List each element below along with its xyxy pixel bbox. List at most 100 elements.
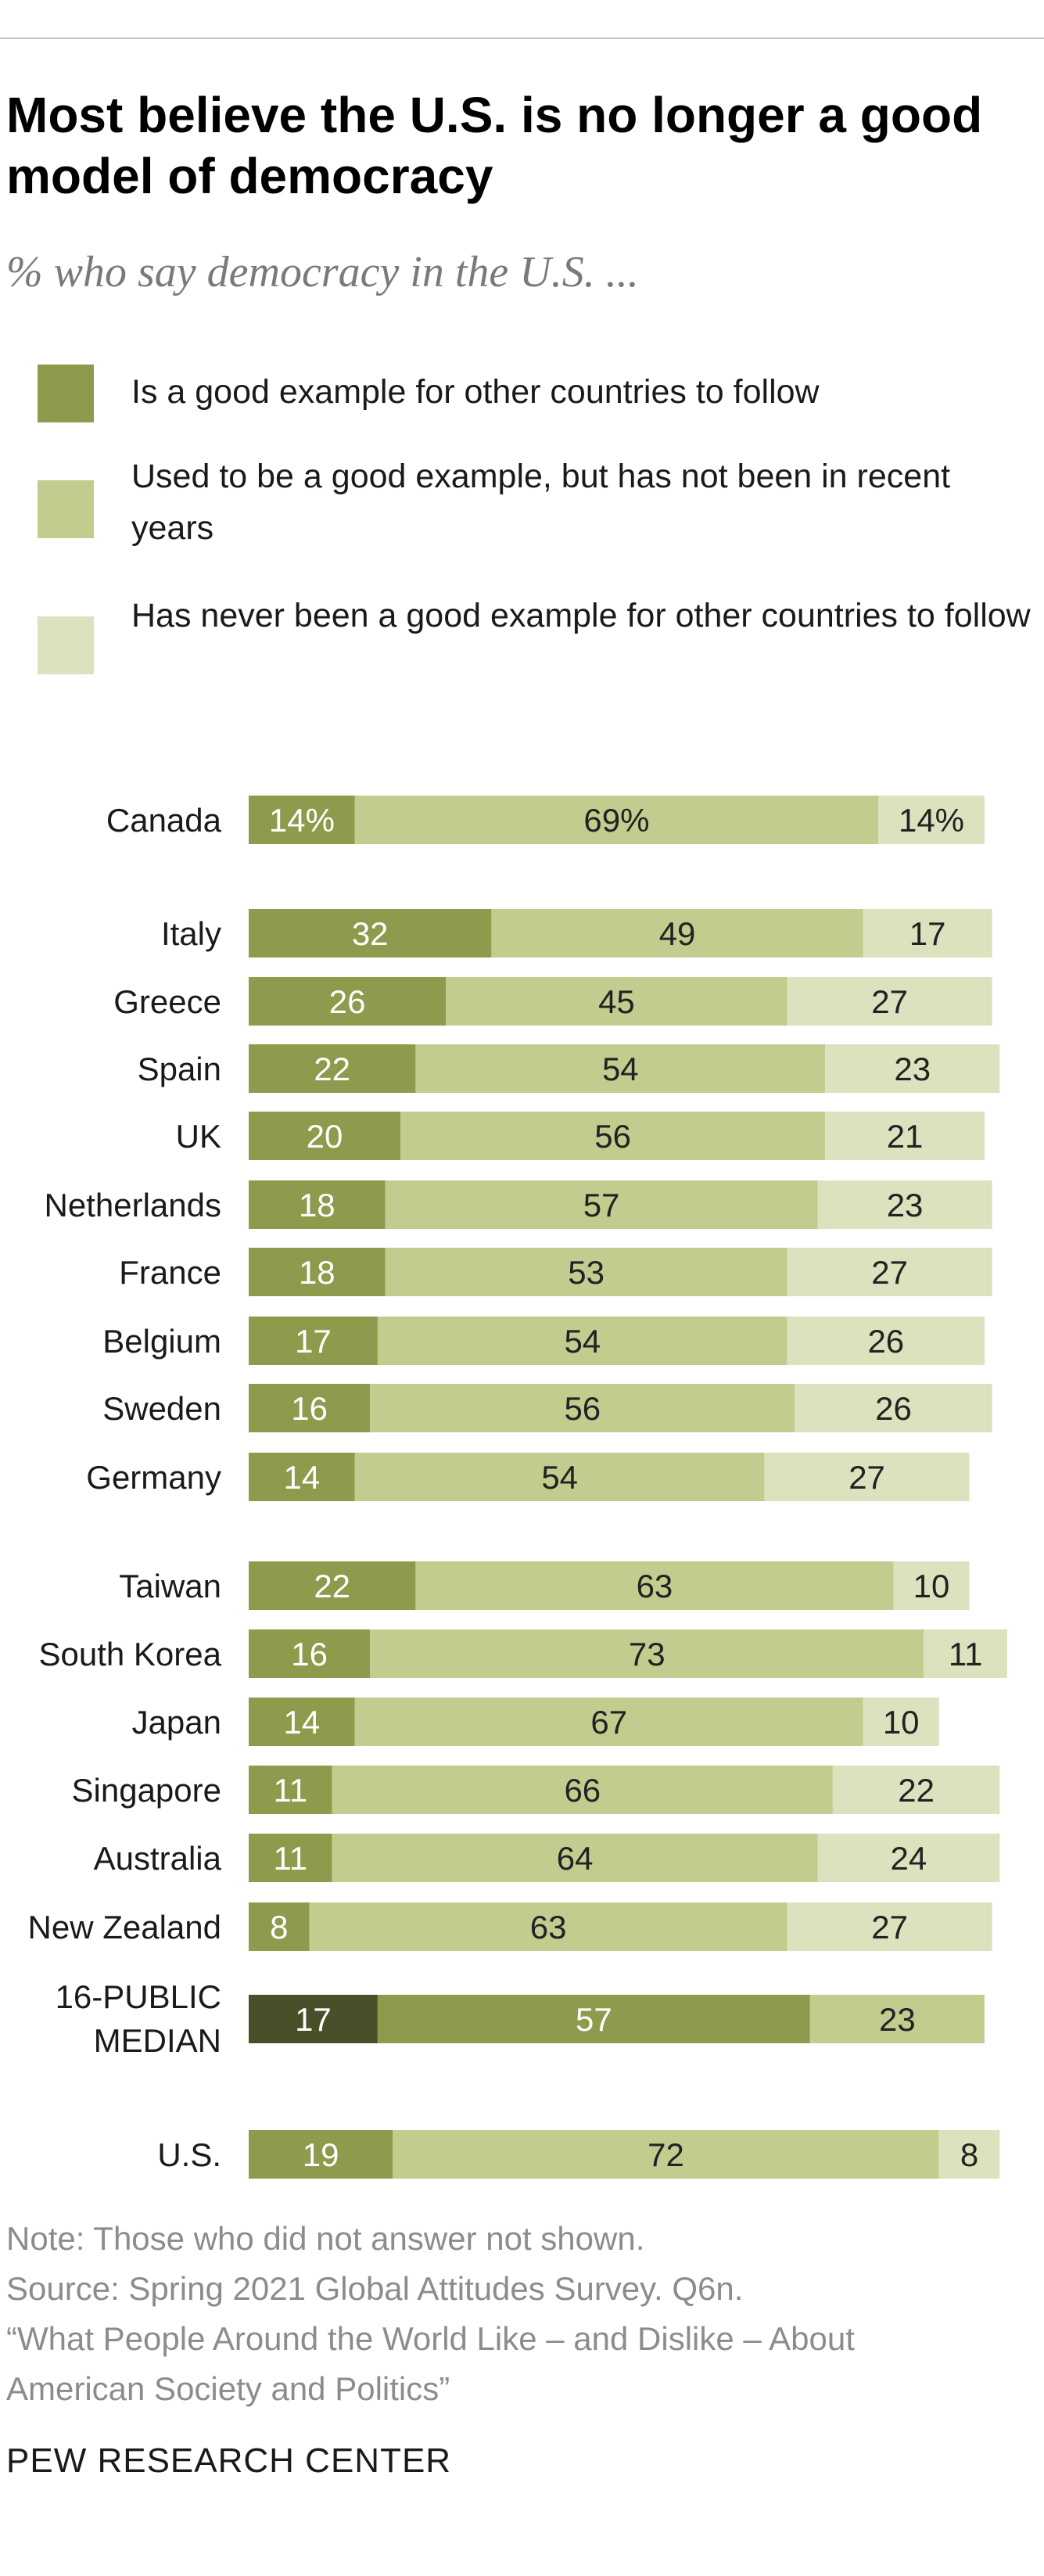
bar-italy-used-to-be	[491, 909, 863, 957]
bar-greece-used-to-be	[446, 977, 787, 1026]
bar-belgium-used-to-be	[377, 1317, 787, 1365]
bar-spain-used-to-be	[415, 1044, 826, 1093]
bar-singapore-used-to-be	[332, 1766, 833, 1814]
bar-italy-never-good	[863, 909, 992, 957]
value-label-germany-never-good: 27	[848, 1459, 885, 1496]
value-label-greece-good-example: 26	[329, 983, 366, 1020]
row-label-netherlands: Netherlands	[45, 1187, 221, 1223]
value-label-u-s-never-good: 8	[960, 2136, 978, 2173]
bar-germany-never-good	[764, 1453, 970, 1501]
bar-16-public-median-good-example	[249, 1995, 378, 2043]
value-label-japan-used-to-be: 67	[590, 1704, 627, 1741]
value-label-netherlands-never-good: 23	[887, 1187, 924, 1223]
value-label-taiwan-used-to-be: 63	[637, 1568, 673, 1604]
value-label-france-used-to-be: 53	[568, 1254, 605, 1291]
bar-belgium-never-good	[787, 1317, 985, 1365]
value-label-canada-never-good: 14%	[899, 802, 964, 839]
legend-swatch-never-good	[38, 616, 94, 674]
value-label-italy-good-example: 32	[352, 915, 389, 952]
bar-germany-good-example	[249, 1453, 355, 1501]
legend-label-good-example: Is a good example for other countries to…	[131, 373, 820, 411]
value-label-australia-good-example: 11	[274, 1840, 308, 1877]
bar-france-never-good	[787, 1248, 992, 1296]
bar-netherlands-used-to-be	[385, 1180, 818, 1229]
value-label-sweden-never-good: 26	[875, 1390, 912, 1427]
top-divider	[0, 38, 1044, 39]
bar-france-used-to-be	[385, 1248, 787, 1296]
row-label-belgium: Belgium	[102, 1323, 221, 1360]
value-label-australia-used-to-be: 64	[557, 1840, 594, 1877]
bar-uk-used-to-be	[400, 1112, 826, 1160]
row-label-16-public-median: 16-PUBLIC MEDIAN	[56, 1978, 221, 2059]
bar-greece-never-good	[787, 977, 992, 1026]
row-label-sweden: Sweden	[102, 1390, 221, 1427]
report-title-line-1: “What People Around the World Like – and…	[6, 2320, 855, 2357]
value-label-france-never-good: 27	[871, 1254, 908, 1291]
value-label-sweden-good-example: 16	[291, 1390, 328, 1427]
value-label-canada-good-example: 14%	[269, 802, 335, 839]
bar-canada-used-to-be	[354, 796, 879, 844]
value-label-new-zealand-never-good: 27	[871, 1909, 908, 1945]
value-label-australia-never-good: 24	[891, 1840, 927, 1877]
notes-block: Note: Those who did not answer not shown…	[6, 2214, 1023, 2414]
bar-netherlands-good-example	[249, 1180, 386, 1229]
value-label-belgium-used-to-be: 54	[564, 1323, 601, 1360]
bar-sweden-good-example	[249, 1384, 371, 1432]
value-label-spain-used-to-be: 54	[602, 1051, 639, 1087]
row-label-australia: Australia	[94, 1840, 222, 1877]
value-label-spain-good-example: 22	[314, 1051, 350, 1087]
bar-belgium-good-example	[249, 1317, 378, 1365]
bar-u-s-good-example	[249, 2130, 393, 2179]
pew-research-center-logo: PEW RESEARCH CENTER	[6, 2441, 452, 2480]
value-label-germany-used-to-be: 54	[541, 1459, 578, 1496]
bar-uk-good-example	[249, 1112, 400, 1160]
value-label-south-korea-never-good: 11	[949, 1636, 983, 1672]
row-label-uk: UK	[176, 1118, 221, 1155]
bar-italy-good-example	[249, 909, 492, 957]
bar-japan-good-example	[249, 1698, 355, 1746]
value-label-singapore-used-to-be: 66	[564, 1772, 601, 1809]
row-label-u-s: U.S.	[157, 2136, 221, 2173]
row-label-line: 16-PUBLIC	[56, 1978, 221, 2015]
row-label-germany: Germany	[86, 1459, 221, 1496]
value-label-belgium-never-good: 26	[867, 1323, 904, 1360]
bar-south-korea-used-to-be	[370, 1629, 924, 1678]
legend-label-never-good: Has never been a good example for other …	[131, 597, 1031, 634]
row-label-france: France	[119, 1254, 221, 1291]
value-label-new-zealand-used-to-be: 63	[530, 1909, 567, 1945]
bar-spain-never-good	[825, 1044, 1000, 1093]
bar-new-zealand-good-example	[249, 1902, 310, 1951]
bar-greece-good-example	[249, 977, 447, 1026]
value-label-singapore-never-good: 22	[898, 1772, 935, 1809]
value-label-uk-good-example: 20	[307, 1118, 343, 1155]
bar-netherlands-never-good	[817, 1180, 992, 1229]
value-label-japan-never-good: 10	[883, 1704, 920, 1741]
bar-new-zealand-used-to-be	[309, 1902, 787, 1951]
bar-sweden-used-to-be	[370, 1384, 795, 1432]
bar-south-korea-good-example	[249, 1629, 371, 1678]
value-label-greece-never-good: 27	[871, 983, 908, 1020]
bar-sweden-never-good	[795, 1384, 992, 1432]
bar-france-good-example	[249, 1248, 386, 1296]
value-label-new-zealand-good-example: 8	[270, 1909, 288, 1945]
bar-taiwan-used-to-be	[415, 1561, 894, 1610]
value-label-16-public-median-never-good: 23	[879, 2001, 916, 2038]
value-label-taiwan-good-example: 22	[314, 1568, 350, 1604]
value-label-16-public-median-used-to-be: 57	[576, 2001, 612, 2038]
bar-spain-good-example	[249, 1044, 416, 1093]
row-label-japan: Japan	[132, 1704, 221, 1741]
legend-swatch-good-example	[38, 365, 94, 422]
value-label-taiwan-never-good: 10	[913, 1568, 950, 1604]
row-label-canada: Canada	[106, 802, 222, 839]
row-label-singapore: Singapore	[72, 1772, 221, 1809]
value-label-greece-used-to-be: 45	[598, 983, 635, 1020]
row-label-italy: Italy	[161, 915, 221, 952]
value-label-spain-never-good: 23	[894, 1051, 931, 1087]
bar-singapore-never-good	[832, 1766, 1000, 1814]
value-label-canada-used-to-be: 69%	[583, 802, 649, 839]
value-label-south-korea-used-to-be: 73	[629, 1636, 666, 1672]
row-label-taiwan: Taiwan	[119, 1568, 221, 1604]
bar-germany-used-to-be	[354, 1453, 765, 1501]
value-label-italy-never-good: 17	[909, 915, 946, 952]
